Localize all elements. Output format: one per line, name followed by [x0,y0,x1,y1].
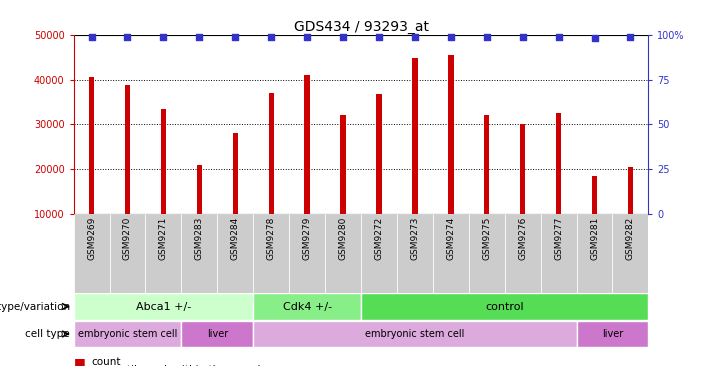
Bar [146,214,182,293]
Text: cell type: cell type [25,329,70,339]
Bar [505,214,540,293]
Text: GSM9283: GSM9283 [195,216,204,260]
Text: control: control [485,302,524,311]
Bar [361,214,397,293]
Point [266,34,277,40]
Point [589,36,600,41]
Text: count: count [91,357,121,366]
Text: GSM9276: GSM9276 [518,216,527,260]
Bar [290,214,325,293]
Text: liver: liver [207,329,228,339]
Bar [520,124,525,214]
Bar [182,214,217,293]
Point [230,34,241,40]
Bar [613,214,648,293]
Bar [325,214,361,293]
Bar [576,214,613,293]
Bar [74,214,109,293]
Bar [484,116,489,214]
Text: GSM9284: GSM9284 [231,216,240,260]
Bar [433,214,469,293]
Bar [74,321,182,347]
Bar [540,214,576,293]
Point [517,34,529,40]
Bar [161,109,166,214]
Bar [197,165,202,214]
Point [86,34,97,40]
Bar [576,321,648,347]
Point [409,34,421,40]
Text: GSM9274: GSM9274 [447,216,456,260]
Point [481,34,492,40]
Text: GSM9273: GSM9273 [410,216,419,260]
Point [625,34,636,40]
Text: GSM9278: GSM9278 [266,216,275,260]
Bar [109,214,146,293]
Text: GSM9272: GSM9272 [374,216,383,260]
Title: GDS434 / 93293_at: GDS434 / 93293_at [294,20,428,34]
Point [158,34,169,40]
Text: Cdk4 +/-: Cdk4 +/- [283,302,332,311]
Bar [74,294,253,320]
Bar [448,55,454,214]
Bar [182,321,253,347]
Bar [469,214,505,293]
Text: ■: ■ [74,363,86,366]
Bar [304,75,310,214]
Bar [628,167,633,214]
Point [337,34,348,40]
Text: GSM9271: GSM9271 [159,216,168,260]
Text: GSM9282: GSM9282 [626,216,635,260]
Text: GSM9279: GSM9279 [303,216,312,260]
Text: GSM9281: GSM9281 [590,216,599,260]
Bar [253,214,290,293]
Point [122,34,133,40]
Text: embryonic stem cell: embryonic stem cell [78,329,177,339]
Text: GSM9277: GSM9277 [554,216,563,260]
Bar [361,294,648,320]
Bar [376,94,381,214]
Bar [397,214,433,293]
Point [374,34,385,40]
Bar [217,214,253,293]
Bar [592,176,597,214]
Bar [125,85,130,214]
Point [193,34,205,40]
Text: embryonic stem cell: embryonic stem cell [365,329,465,339]
Text: GSM9269: GSM9269 [87,216,96,260]
Bar [89,77,94,214]
Text: percentile rank within the sample: percentile rank within the sample [91,365,267,366]
Text: ■: ■ [74,356,86,366]
Point [301,34,313,40]
Point [553,34,564,40]
Bar [253,294,361,320]
Bar [268,93,274,214]
Bar [341,116,346,214]
Bar [556,113,562,214]
Text: GSM9280: GSM9280 [339,216,348,260]
Text: genotype/variation: genotype/variation [0,302,70,311]
Bar [233,133,238,214]
Text: GSM9275: GSM9275 [482,216,491,260]
Point [445,34,456,40]
Text: liver: liver [602,329,623,339]
Text: GSM9270: GSM9270 [123,216,132,260]
Text: Abca1 +/-: Abca1 +/- [136,302,191,311]
Bar [412,58,418,214]
Bar [253,321,576,347]
